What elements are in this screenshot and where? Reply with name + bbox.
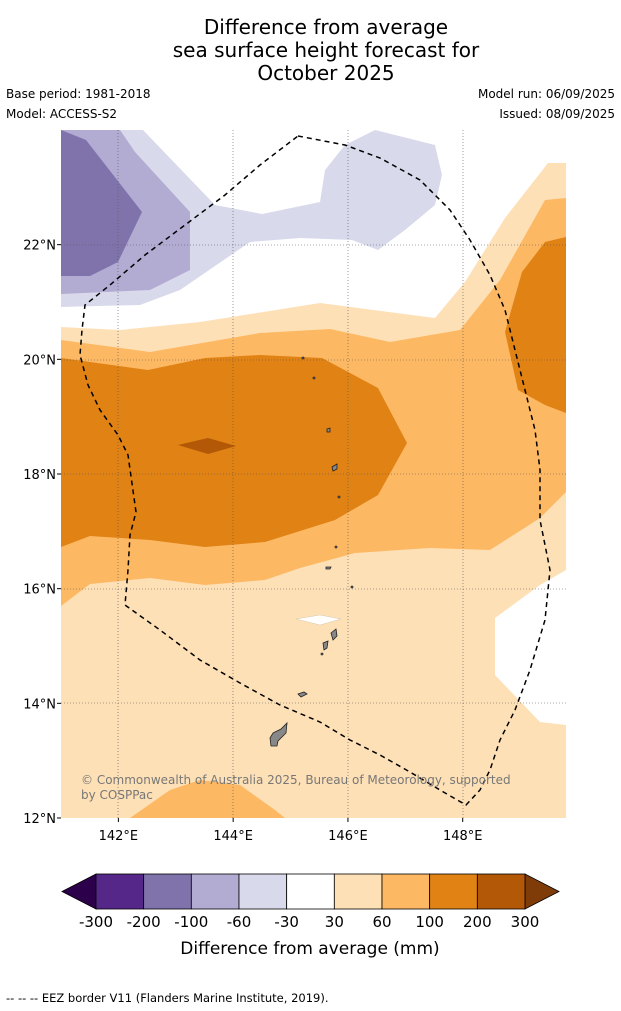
gridlines (61, 130, 566, 818)
eez-legend-note: -- -- -- EEZ border V11 (Flanders Marine… (6, 991, 329, 1005)
colorbar-tick-label: 60 (372, 913, 391, 931)
y-tick-label: 18°N (23, 468, 56, 483)
colorbar-min-extension (61, 873, 97, 910)
eez-border (79, 135, 551, 806)
island-rota (297, 691, 308, 698)
contour-100-200-west (61, 355, 407, 547)
colorbar-segment (143, 873, 192, 910)
title-line-3: October 2025 (257, 61, 395, 85)
colorbar-segment (238, 873, 288, 910)
colorbar-tick-label: -300 (79, 913, 113, 931)
colorbar-tick-label: -60 (227, 913, 252, 931)
colorbar: -300 -200 -100 -60 -30 30 60 100 200 300 (61, 873, 560, 931)
island-small-9 (320, 652, 324, 656)
colorbar-segment (95, 873, 145, 910)
model-name: Model: ACCESS-S2 (6, 107, 118, 121)
axis-layer: 142°E 144°E 146°E 148°E 12°N 14°N 16°N 18°N 20°N… (23, 239, 482, 844)
x-tick-label: 148°E (443, 829, 483, 844)
x-tick-label: 142°E (99, 829, 139, 844)
chart-title: Difference from average sea surface heig… (0, 16, 621, 85)
model-run: Model run: 06/09/2025 (477, 87, 615, 101)
colorbar-segment (190, 873, 240, 910)
copyright-line-1: © Commonwealth of Australia 2025, Bureau… (81, 773, 511, 787)
colorbar-segment (381, 873, 431, 910)
title-line-1: Difference from average (203, 15, 449, 39)
colorbar-segment (286, 873, 335, 910)
islands (269, 356, 354, 747)
contour-200-300-patch (178, 438, 236, 454)
contour-100-200-east (505, 237, 566, 413)
island-small-1 (325, 566, 332, 570)
colorbar-tick-label: 200 (463, 913, 492, 931)
colorbar-max-extension (524, 873, 560, 910)
contour-white-patch (295, 614, 342, 626)
colorbar-segment (429, 873, 478, 910)
contour-30-60-south (61, 540, 566, 818)
contour-neg100-neg200 (61, 130, 142, 276)
island-small-5 (301, 356, 305, 360)
colorbar-tick-label: 100 (415, 913, 444, 931)
colorbar-tick-label: 300 (511, 913, 540, 931)
island-small-8 (350, 585, 354, 589)
colorbar-tick-label: -100 (174, 913, 208, 931)
colorbar-tick-label: 30 (325, 913, 344, 931)
island-small-4 (312, 376, 316, 380)
title-line-2: sea surface height forecast for (172, 38, 480, 62)
issued-date: Issued: 08/09/2025 (499, 107, 615, 121)
colorbar-segment (476, 873, 526, 910)
colorbar-tick-label: -200 (127, 913, 161, 931)
island-small-3 (326, 427, 331, 433)
island-small-6 (337, 495, 341, 499)
contour-60-100-south-patch (130, 780, 285, 818)
y-tick-label: 12°N (23, 812, 56, 827)
base-period: Base period: 1981-2018 (6, 87, 151, 101)
copyright-line-2: by COSPPac (81, 788, 153, 802)
y-tick-label: 20°N (23, 353, 56, 368)
island-saipan (330, 628, 338, 641)
colorbar-tick-label: -30 (274, 913, 299, 931)
y-tick-label: 22°N (23, 239, 56, 254)
island-small-7 (334, 545, 338, 549)
y-tick-label: 14°N (23, 697, 56, 712)
island-small-2 (331, 463, 338, 472)
island-guam (269, 721, 288, 747)
colorbar-label: Difference from average (mm) (180, 939, 439, 959)
y-tick-label: 16°N (23, 583, 56, 598)
x-tick-label: 144°E (213, 829, 253, 844)
map-plot-area: © Commonwealth of Australia 2025, Bureau… (61, 130, 566, 818)
island-tinian (322, 640, 329, 651)
colorbar-segment (333, 873, 383, 910)
x-tick-label: 146°E (328, 829, 368, 844)
